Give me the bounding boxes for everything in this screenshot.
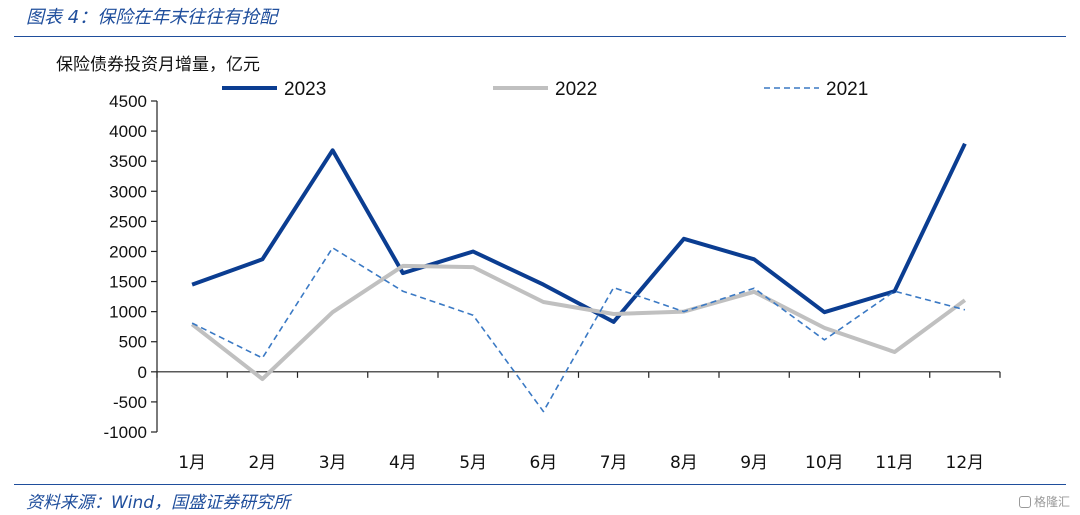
y-tick-label: 500 bbox=[119, 333, 147, 352]
y-tick-label: 2000 bbox=[109, 242, 147, 261]
legend-label-2023: 2023 bbox=[284, 79, 326, 100]
legend-label-2022: 2022 bbox=[555, 79, 597, 100]
x-tick-label: 8月 bbox=[670, 453, 698, 473]
x-tick-label: 12月 bbox=[946, 453, 985, 473]
caption-rule bbox=[14, 36, 1066, 37]
chart-series bbox=[190, 142, 967, 413]
watermark: 格隆汇 bbox=[1018, 493, 1070, 510]
watermark-logo-icon bbox=[1018, 495, 1031, 508]
series-line-2022 bbox=[190, 263, 967, 381]
y-tick-label: 2500 bbox=[109, 212, 147, 231]
x-tick-label: 4月 bbox=[389, 453, 417, 473]
series-line-2021 bbox=[191, 247, 966, 413]
chart-axes: 4500 4000 3500 3000 2500 2000 1500 1000 500 0 -500… bbox=[104, 92, 1001, 473]
y-tick-label: 4500 bbox=[109, 92, 147, 111]
x-tick-label: 11月 bbox=[875, 453, 914, 473]
y-tick-label: -500 bbox=[113, 393, 147, 412]
y-tick-label: 3500 bbox=[109, 152, 147, 171]
series-line-2023 bbox=[191, 142, 967, 324]
y-tick-label: 3000 bbox=[109, 182, 147, 201]
x-tick-label: 7月 bbox=[600, 453, 628, 473]
chart-legend: 2023 2022 2021 bbox=[222, 79, 868, 100]
x-tick-label: 1月 bbox=[178, 453, 206, 473]
y-tick-label: 4000 bbox=[109, 122, 147, 141]
source-rule bbox=[14, 484, 1066, 485]
x-tick-label: 3月 bbox=[319, 453, 347, 473]
x-tick-label: 9月 bbox=[740, 453, 768, 473]
y-tick-label: 1500 bbox=[109, 273, 147, 292]
watermark-text: 格隆汇 bbox=[1033, 495, 1070, 509]
x-tick-label: 10月 bbox=[805, 453, 844, 473]
y-tick-label: 0 bbox=[138, 363, 147, 382]
figure-caption: 图表 4：保险在年末往往有抢配 bbox=[26, 7, 278, 28]
legend-label-2021: 2021 bbox=[826, 79, 868, 100]
y-tick-label: 1000 bbox=[109, 303, 147, 322]
x-tick-label: 6月 bbox=[529, 453, 557, 473]
x-tick-label: 5月 bbox=[459, 453, 487, 473]
x-tick-label: 2月 bbox=[248, 453, 276, 473]
y-axis-unit-label: 保险债券投资月增量，亿元 bbox=[56, 55, 260, 75]
source-note: 资料来源：Wind，国盛证券研究所 bbox=[26, 493, 291, 513]
y-tick-label: -1000 bbox=[104, 423, 147, 442]
